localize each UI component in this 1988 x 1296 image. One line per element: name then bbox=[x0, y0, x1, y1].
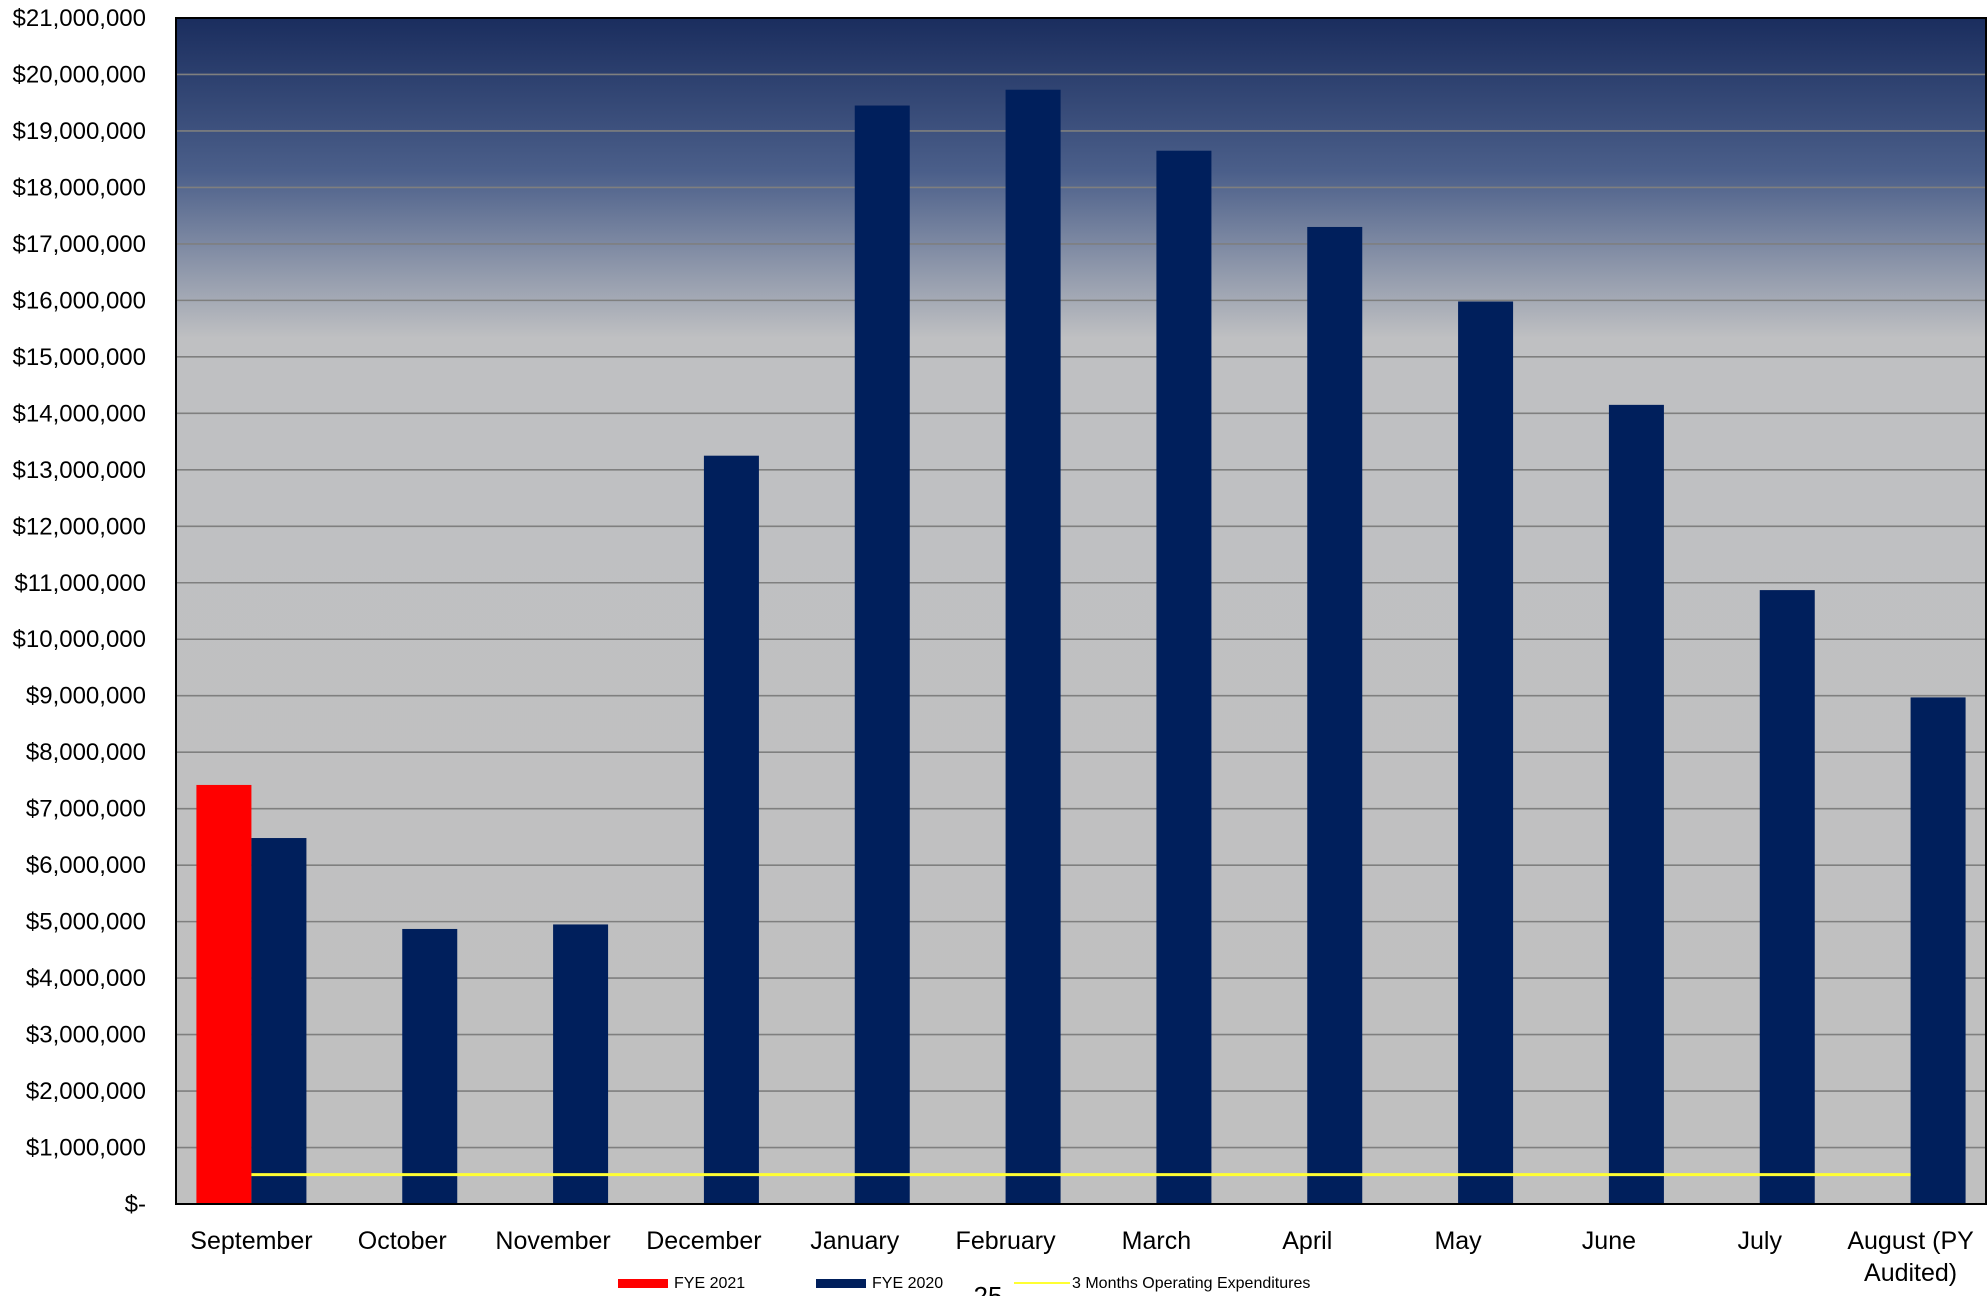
x-tick-label: November bbox=[495, 1227, 610, 1255]
y-tick-label: $3,000,000 bbox=[26, 1022, 146, 1049]
x-tick-label: April bbox=[1282, 1227, 1332, 1255]
y-tick-label: $- bbox=[125, 1191, 146, 1218]
bar-fye-2020 bbox=[1307, 226, 1363, 1204]
bar-fye-2020 bbox=[1005, 89, 1061, 1205]
y-tick-label: $14,000,000 bbox=[13, 400, 146, 427]
y-tick-label: $9,000,000 bbox=[26, 683, 146, 710]
legend-swatch bbox=[618, 1279, 668, 1288]
x-tick-label: June bbox=[1582, 1227, 1636, 1255]
legend-label: 3 Months Operating Expenditures bbox=[1072, 1275, 1310, 1292]
plot-area bbox=[176, 18, 1986, 1204]
y-tick-label: $13,000,000 bbox=[13, 457, 146, 484]
y-tick-label: $2,000,000 bbox=[26, 1078, 146, 1105]
y-tick-label: $19,000,000 bbox=[13, 118, 146, 145]
bar-fye-2020 bbox=[1910, 697, 1966, 1204]
legend-label: FYE 2020 bbox=[872, 1275, 943, 1292]
bar-fye-2020 bbox=[402, 928, 458, 1204]
y-tick-label: $17,000,000 bbox=[13, 231, 146, 258]
y-tick-label: $12,000,000 bbox=[13, 513, 146, 540]
y-tick-label: $16,000,000 bbox=[13, 287, 146, 314]
y-tick-label: $4,000,000 bbox=[26, 965, 146, 992]
y-tick-label: $15,000,000 bbox=[13, 344, 146, 371]
y-tick-label: $7,000,000 bbox=[26, 796, 146, 823]
bars bbox=[196, 89, 1966, 1205]
y-tick-label: $11,000,000 bbox=[14, 570, 146, 597]
y-axis-ticks: $- $1,000,000 $2,000,000 $3,000,000 $4,000,0… bbox=[13, 5, 146, 1218]
legend-swatch bbox=[816, 1279, 866, 1288]
x-tick-label: July bbox=[1738, 1227, 1783, 1255]
x-axis-ticks: September October November December January F… bbox=[190, 1227, 1974, 1287]
y-tick-label: $6,000,000 bbox=[26, 852, 146, 879]
bar-fye-2020 bbox=[1759, 590, 1815, 1204]
y-tick-label: $10,000,000 bbox=[13, 626, 146, 653]
bar-fye-2020 bbox=[251, 838, 307, 1204]
bar-fye-2020 bbox=[703, 455, 759, 1204]
x-tick-label: December bbox=[646, 1227, 761, 1255]
x-tick-label: May bbox=[1434, 1227, 1482, 1255]
bar-fye-2020 bbox=[1608, 404, 1664, 1204]
x-tick-label: March bbox=[1122, 1227, 1191, 1255]
x-tick-label: August (PY Audited) bbox=[1847, 1227, 1974, 1287]
x-tick-label: October bbox=[358, 1227, 447, 1255]
bar-fye-2020 bbox=[1458, 301, 1514, 1204]
plot-border bbox=[175, 17, 1987, 1205]
x-tick-label: January bbox=[810, 1227, 899, 1255]
bar-fye-2020 bbox=[854, 105, 910, 1205]
y-tick-label: $20,000,000 bbox=[13, 61, 146, 88]
bar-fye-2021 bbox=[196, 784, 252, 1204]
page-number: 25 bbox=[974, 1281, 1003, 1296]
y-tick-label: $21,000,000 bbox=[13, 5, 146, 32]
y-tick-label: $5,000,000 bbox=[26, 909, 146, 936]
gridlines bbox=[176, 73, 1986, 1149]
x-tick-label: February bbox=[956, 1227, 1057, 1255]
y-tick-label: $8,000,000 bbox=[26, 739, 146, 766]
y-tick-label: $18,000,000 bbox=[13, 174, 146, 201]
bar-fye-2020 bbox=[553, 924, 609, 1204]
bar-fye-2020 bbox=[1156, 150, 1212, 1205]
x-tick-label: September bbox=[190, 1227, 312, 1255]
legend-label: FYE 2021 bbox=[674, 1275, 745, 1292]
legend: FYE 2021 FYE 2020 3 Months Operating Expen… bbox=[618, 1275, 1310, 1292]
y-tick-label: $1,000,000 bbox=[26, 1135, 146, 1162]
